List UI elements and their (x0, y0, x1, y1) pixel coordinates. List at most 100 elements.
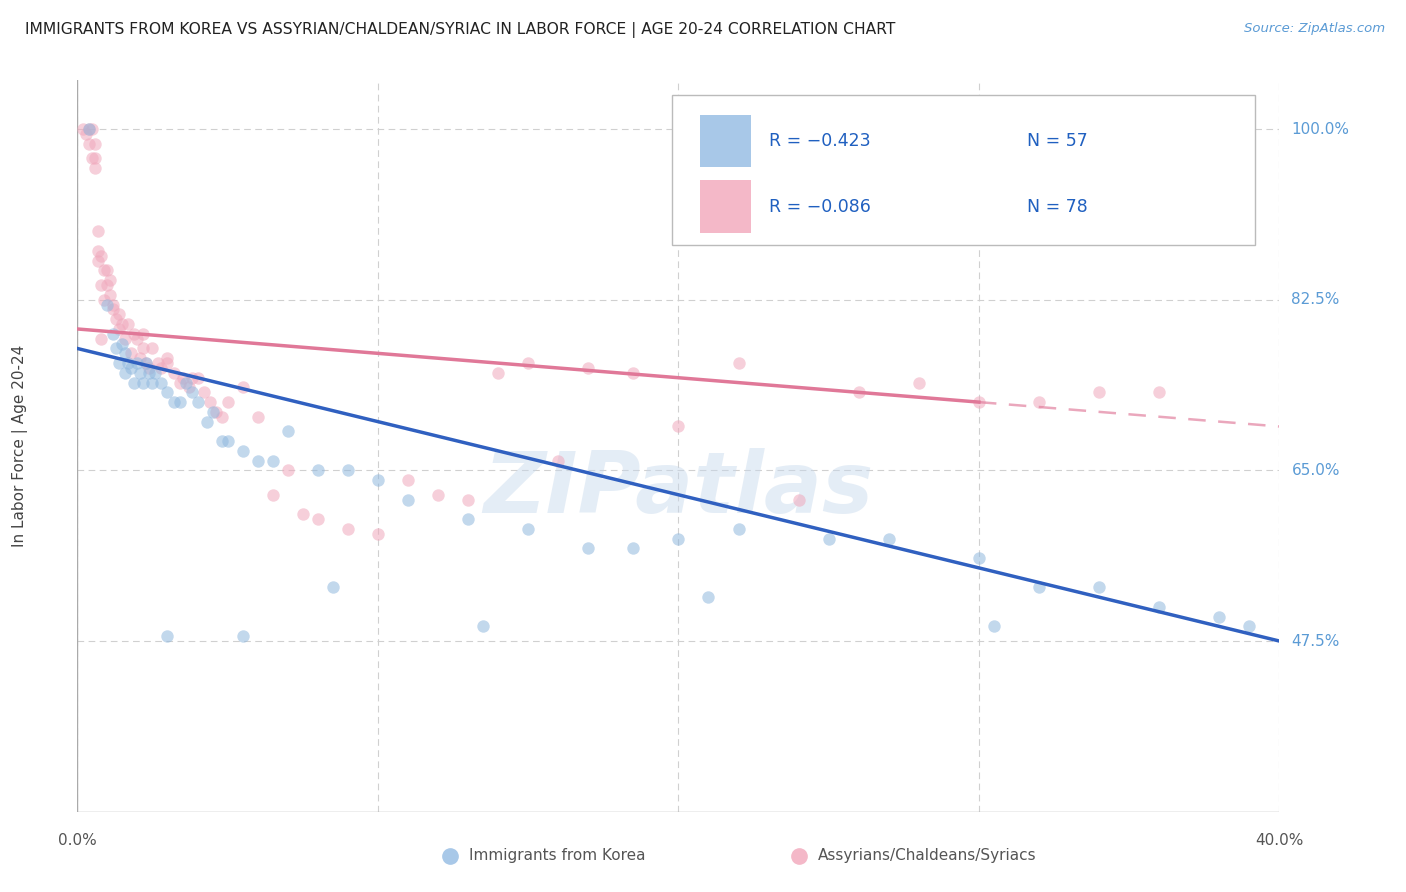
Point (217, 434, 239, 449)
Point (177, 380, 200, 394)
Point (547, 453, 569, 467)
Point (117, 317, 139, 331)
Text: Assyrians/Chaldeans/Syriacs: Assyrians/Chaldeans/Syriacs (818, 848, 1036, 863)
Point (79, 122, 101, 136)
Text: R = −0.423: R = −0.423 (769, 132, 870, 150)
Point (262, 453, 284, 467)
Point (1028, 581, 1050, 595)
Point (148, 356, 170, 370)
Point (108, 307, 131, 321)
Point (105, 312, 128, 326)
Point (727, 356, 749, 370)
Point (72, 122, 94, 136)
Point (967, 395, 990, 409)
Text: 40.0%: 40.0% (1256, 833, 1303, 848)
Point (322, 581, 344, 595)
Point (180, 370, 202, 384)
Point (87, 224, 110, 238)
Point (457, 512, 479, 526)
Point (967, 551, 990, 566)
Point (150, 376, 173, 390)
Point (367, 473, 389, 487)
Point (396, 473, 419, 487)
Point (135, 356, 157, 370)
Point (93, 263, 115, 277)
Text: In Labor Force | Age 20-24: In Labor Force | Age 20-24 (11, 345, 28, 547)
Point (307, 463, 329, 477)
Point (111, 336, 134, 351)
Point (138, 361, 160, 376)
Point (108, 322, 131, 336)
Point (124, 376, 146, 390)
Point (180, 385, 202, 400)
Point (1239, 619, 1261, 633)
Point (132, 376, 155, 390)
Point (1208, 609, 1230, 624)
Point (84, 151, 107, 165)
Point (135, 356, 157, 370)
Point (198, 395, 221, 409)
Point (908, 376, 931, 390)
Point (576, 361, 599, 376)
Point (111, 317, 134, 331)
Point (336, 463, 359, 477)
Point (668, 532, 690, 546)
Point (82, 151, 104, 165)
Point (93, 293, 115, 307)
Point (82, 122, 104, 136)
Point (114, 366, 136, 380)
Point (90, 332, 112, 346)
Point (1149, 385, 1171, 400)
Point (156, 356, 179, 370)
Point (517, 356, 540, 370)
Point (150, 361, 173, 376)
Point (103, 297, 125, 311)
Point (621, 541, 644, 556)
Point (336, 522, 359, 536)
Point (79, 122, 101, 136)
Point (1088, 385, 1111, 400)
Point (211, 434, 233, 449)
Point (132, 342, 155, 356)
Point (186, 370, 209, 384)
Point (983, 619, 1005, 633)
Point (307, 512, 329, 526)
Point (1028, 395, 1050, 409)
FancyBboxPatch shape (700, 115, 751, 168)
Point (517, 522, 540, 536)
Point (156, 629, 179, 643)
Point (100, 288, 122, 302)
Point (90, 278, 112, 293)
Point (162, 395, 184, 409)
Point (201, 405, 224, 419)
Point (87, 253, 110, 268)
Point (787, 492, 810, 507)
Point (1088, 581, 1111, 595)
Point (108, 356, 131, 370)
Point (246, 453, 269, 467)
Point (291, 508, 314, 522)
Point (367, 526, 389, 541)
Point (727, 522, 749, 536)
Point (84, 161, 107, 175)
Text: IMMIGRANTS FROM KOREA VS ASSYRIAN/CHALDEAN/SYRIAC IN LABOR FORCE | AGE 20-24 COR: IMMIGRANTS FROM KOREA VS ASSYRIAN/CHALDE… (25, 22, 896, 38)
Text: Immigrants from Korea: Immigrants from Korea (470, 848, 645, 863)
Point (697, 590, 720, 604)
Point (457, 492, 479, 507)
Point (486, 366, 509, 380)
Point (114, 332, 136, 346)
Point (232, 443, 254, 458)
Text: N = 57: N = 57 (1026, 132, 1088, 150)
Point (172, 370, 194, 384)
Point (195, 415, 218, 429)
Point (145, 366, 167, 380)
Point (232, 629, 254, 643)
Text: 65.0%: 65.0% (1292, 463, 1340, 478)
Point (141, 376, 163, 390)
Point (217, 395, 239, 409)
Point (1149, 599, 1171, 614)
Point (114, 346, 136, 360)
Point (156, 385, 179, 400)
Point (277, 425, 299, 439)
Point (96, 263, 118, 277)
